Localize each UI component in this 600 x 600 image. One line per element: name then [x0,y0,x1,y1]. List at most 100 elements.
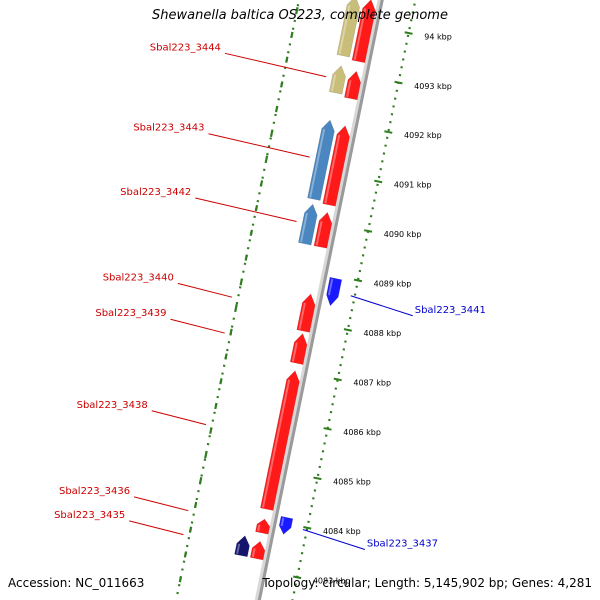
scale-tick-label: 4092 kbp [404,131,442,140]
gene-highlight [300,212,308,243]
gene-label-leader [177,282,233,298]
gene-unlabelled-15 [336,0,361,58]
scale-tick-label: 4089 kbp [374,280,412,289]
scale-tick [303,526,312,530]
gene-highlight [309,128,326,198]
scale-tick [293,575,302,580]
scale-tick-label: 4084 kbp [323,527,361,536]
scale-tick-label: 4093 kbp [414,82,452,91]
accession-text: Accession: NC_011663 [8,576,145,590]
scale-tick [343,328,352,332]
gene-highlight [280,517,285,527]
gene-sbal223-3439 [289,333,308,365]
gene-label: Sbal223_3435 [54,510,125,521]
outer-ring-dash [204,452,208,459]
outer-ring-dash [178,576,183,583]
inner-dotted-ring [291,0,417,600]
scale-tick [313,476,322,481]
backbone [254,0,384,600]
topology-text: Topology: circular; Length: 5,145,902 bp… [262,576,592,590]
gene-labels: Sbal223_3435 Sbal223_3436 Sbal223_3437 Sbal… [54,42,486,550]
scale-tick-label: 4087 kbp [353,379,391,388]
gene-highlight [338,5,351,55]
gene-sbal223-3443 [307,119,335,201]
gene-unlabelled-8 [313,211,333,249]
gene-label-leader [129,520,184,536]
gene-highlight [251,548,256,558]
outer-ring-dash [199,477,203,484]
gene-label: Sbal223_3438 [77,400,148,411]
outer-ring-dash [295,7,299,14]
gene-features [234,0,376,561]
scale-tick [363,229,373,233]
gene-sbal223-3437 [278,515,294,535]
scale-tick [384,130,393,134]
gene-highlight [346,80,352,97]
map-title: Shewanella baltica OS223, complete genom… [152,8,448,23]
outer-ring-dash [249,229,254,237]
scale-tick-label: 4091 kbp [394,181,432,190]
scale-tick-label: 4090 kbp [384,230,422,239]
gene-sbal223-3441 [326,276,343,307]
scale-ticks: 4083 kbp 4084 kbp 4085 kbp 4086 kbp 4087 kbp… [293,31,452,586]
backbone-shade [254,0,384,600]
gene-label-leader [350,295,413,317]
gene-label-leader [195,197,297,222]
gene-label-leader [133,496,189,512]
outer-ring-dash [219,378,223,385]
outer-ring-dash [244,254,248,261]
gene-highlight [262,379,291,508]
gene-unlabelled-1 [234,535,250,558]
gene-label: Sbal223_3443 [133,123,204,134]
outer-ring-dash [259,180,264,187]
gene-label: Sbal223_3437 [367,539,438,550]
dotted-rings [176,0,417,600]
gene-label: Sbal223_3442 [120,187,191,198]
gene-highlight [353,8,367,60]
gene-label: Sbal223_3439 [95,308,166,319]
outer-ring-dash [280,81,284,88]
scale-tick-label: 4083 kbp [313,577,351,586]
outer-ring-dash [209,427,213,434]
outer-ring-dash [269,130,274,138]
gene-highlight [291,342,298,362]
scale-tick [333,377,342,382]
gene-highlight [257,524,261,532]
gene-label-leader [170,318,225,334]
gene-highlight [330,74,337,92]
outer-ring-dash [214,402,218,410]
backbone-line [257,0,384,600]
gene-highlight [236,543,241,554]
outer-ring-dash [239,279,243,286]
outer-ring-dash [274,105,279,113]
outer-ring-dash [193,501,198,509]
gene-label-leader [224,52,327,78]
gene-unlabelled-10 [322,125,350,207]
gene-highlight [324,134,341,204]
gene-label-leader [151,410,207,426]
gene-label: Sbal223_3436 [59,486,130,497]
gene-unlabelled-12 [344,70,362,101]
gene-label-leader [208,133,310,158]
outer-ring-dash [285,56,289,63]
scale-tick [353,278,363,283]
outer-ring-dash [188,526,193,533]
outer-ring-dash [254,204,259,212]
outer-ring-dash [234,303,238,311]
outer-ring-dash [290,31,294,39]
gene-highlight [298,302,306,330]
gene-sbal223-3444 [328,65,346,95]
scale-tick-label: 4086 kbp [343,428,381,437]
scale-tick [374,179,383,184]
gene-highlight [315,221,323,246]
outer-dotted-ring [176,0,301,595]
outer-ring-dash [264,155,269,162]
gene-label: Sbal223_3444 [150,42,221,53]
scale-tick [404,31,413,35]
scale-tick-label: 4088 kbp [364,329,402,338]
scale-tick-label: 4085 kbp [333,478,371,487]
scale-tick-label: 94 kbp [424,32,452,41]
outer-ring-dash [183,551,188,558]
gene-highlight [327,278,334,296]
